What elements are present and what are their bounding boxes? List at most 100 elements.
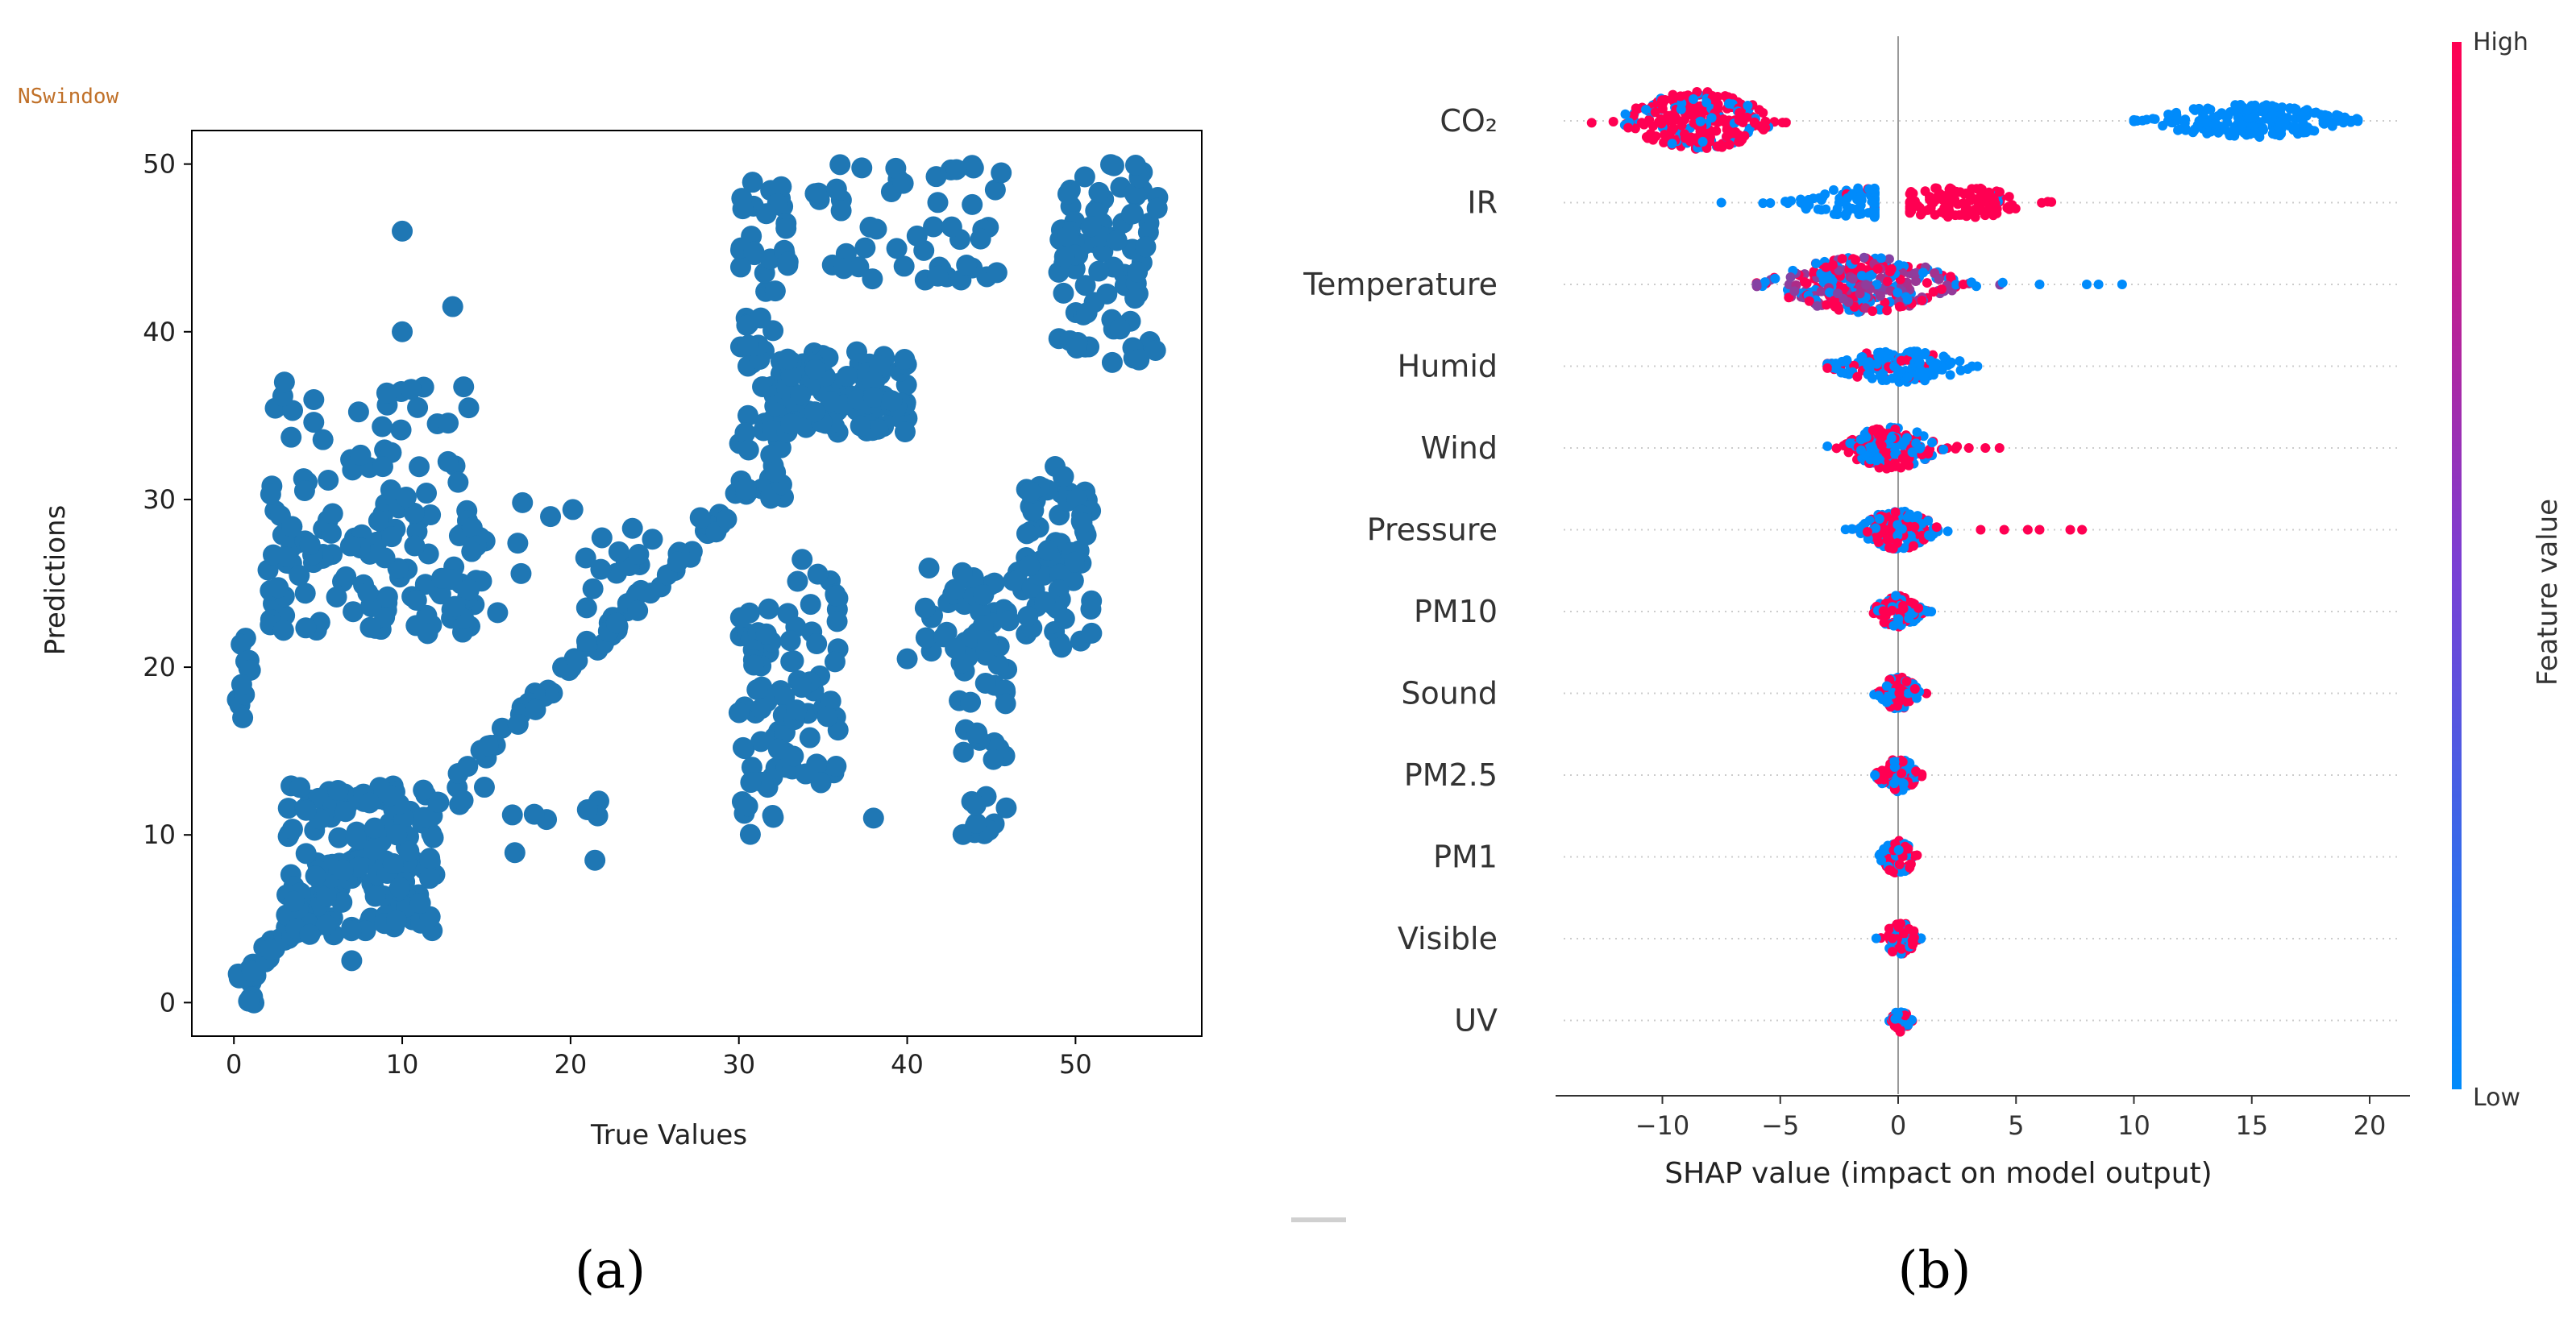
shap-point — [1650, 107, 1660, 118]
shap-point — [1861, 280, 1872, 290]
shap-point — [1994, 443, 2005, 453]
scatter-point — [918, 557, 940, 578]
scatter-point — [1076, 302, 1098, 324]
shap-point — [1936, 284, 1947, 294]
shap-point — [1893, 530, 1903, 541]
scatter-point — [960, 691, 982, 713]
shap-point — [1884, 542, 1895, 553]
shap-point — [1854, 209, 1864, 220]
panel-a-label: (a) — [575, 1241, 646, 1300]
scatter-point — [977, 630, 999, 652]
scatter-point — [894, 421, 916, 443]
shap-point — [1891, 591, 1901, 601]
y-axis: 0 10 20 30 40 50 — [143, 149, 192, 1018]
scatter-point — [886, 238, 908, 259]
shap-point — [1951, 280, 1961, 290]
shap-point — [1667, 139, 1677, 149]
scatter-point — [729, 256, 751, 278]
shap-point — [1751, 280, 1762, 290]
feature-labels: CO₂ IR Temperature Humid Wind Pressure PM10 Sou… — [1303, 103, 1498, 1039]
shap-point — [1902, 512, 1913, 523]
scatter-point — [1057, 183, 1078, 205]
feature-label: Wind — [1420, 430, 1498, 466]
shap-point — [1909, 521, 1920, 532]
shap-point — [1876, 440, 1887, 450]
shap-point — [1898, 603, 1909, 614]
shap-point — [2004, 204, 2014, 214]
scatter-point — [627, 599, 649, 621]
shap-point — [1896, 462, 1906, 473]
shap-point — [1897, 355, 1907, 366]
shap-point — [1784, 292, 1794, 303]
scatter-point — [299, 923, 321, 945]
shap-point — [2298, 118, 2308, 129]
scatter-point — [737, 795, 758, 817]
scatter-point — [944, 578, 966, 600]
scatter-point — [504, 842, 526, 864]
scatter-point — [777, 251, 799, 272]
y-tick-label: 50 — [143, 149, 176, 180]
shap-point — [1976, 205, 1986, 216]
scatter-point — [335, 566, 357, 587]
shap-point — [1668, 116, 1678, 126]
scatter-point — [386, 824, 408, 846]
scatter-point — [452, 790, 474, 811]
x-tick: 5 — [2008, 1096, 2024, 1141]
shap-point — [2353, 114, 2363, 125]
shap-point — [1716, 197, 1726, 208]
shap-point — [2309, 108, 2320, 118]
panel-b-label: (b) — [1898, 1241, 1971, 1300]
shap-point — [2180, 114, 2191, 125]
scatter-point — [743, 654, 765, 676]
x-tick: 20 — [555, 1036, 587, 1080]
shap-point — [1889, 361, 1900, 371]
scatter-point — [1037, 540, 1059, 562]
colorbar-title: Feature value — [2532, 499, 2564, 686]
scatter-point — [621, 517, 643, 539]
shap-point — [2231, 126, 2242, 137]
colorbar — [2452, 42, 2462, 1089]
feature-label: UV — [1454, 1003, 1498, 1039]
scatter-point — [280, 426, 302, 448]
shap-point — [1930, 209, 1940, 220]
scatter-point — [414, 574, 436, 595]
scatter-point — [810, 772, 832, 794]
shap-point — [1892, 1022, 1902, 1033]
shap-point — [1911, 766, 1922, 777]
scatter-point — [796, 417, 817, 438]
shap-point — [1866, 442, 1876, 453]
scatter-point — [764, 280, 786, 302]
scatter-point — [716, 508, 737, 530]
shap-point — [1675, 91, 1685, 102]
predictions-scatter-chart: NSwindow 0 10 20 30 40 50 0 10 20 30 40 50 True Va… — [18, 85, 1203, 1151]
colorbar-low-label: Low — [2473, 1084, 2520, 1112]
shap-point — [1785, 272, 1796, 282]
scatter-point — [779, 630, 801, 652]
scatter-point — [1020, 481, 1041, 503]
shap-point — [1909, 683, 1920, 694]
scatter-point — [732, 736, 754, 758]
scatter-point — [808, 182, 829, 204]
shap-point — [1920, 375, 1930, 386]
scatter-point — [295, 843, 317, 865]
scatter-point — [567, 650, 588, 672]
shap-point — [1839, 283, 1850, 293]
scatter-point — [894, 349, 916, 371]
scatter-point — [461, 541, 483, 562]
shap-point — [2275, 131, 2285, 141]
scatter-point — [380, 479, 401, 501]
scatter-point — [359, 616, 381, 638]
shap-point — [1689, 93, 1699, 104]
shap-point — [2004, 192, 2014, 202]
shap-point — [1586, 118, 1597, 128]
shap-point — [1695, 116, 1706, 126]
shap-point — [1890, 1014, 1901, 1024]
scatter-point — [403, 502, 425, 524]
shap-point — [1784, 280, 1794, 290]
shap-point — [1972, 193, 1983, 204]
shap-point — [1880, 297, 1890, 308]
scatter-point — [590, 558, 612, 580]
scatter-point — [441, 569, 463, 591]
shap-point — [1847, 524, 1857, 534]
shap-point — [1878, 606, 1888, 616]
